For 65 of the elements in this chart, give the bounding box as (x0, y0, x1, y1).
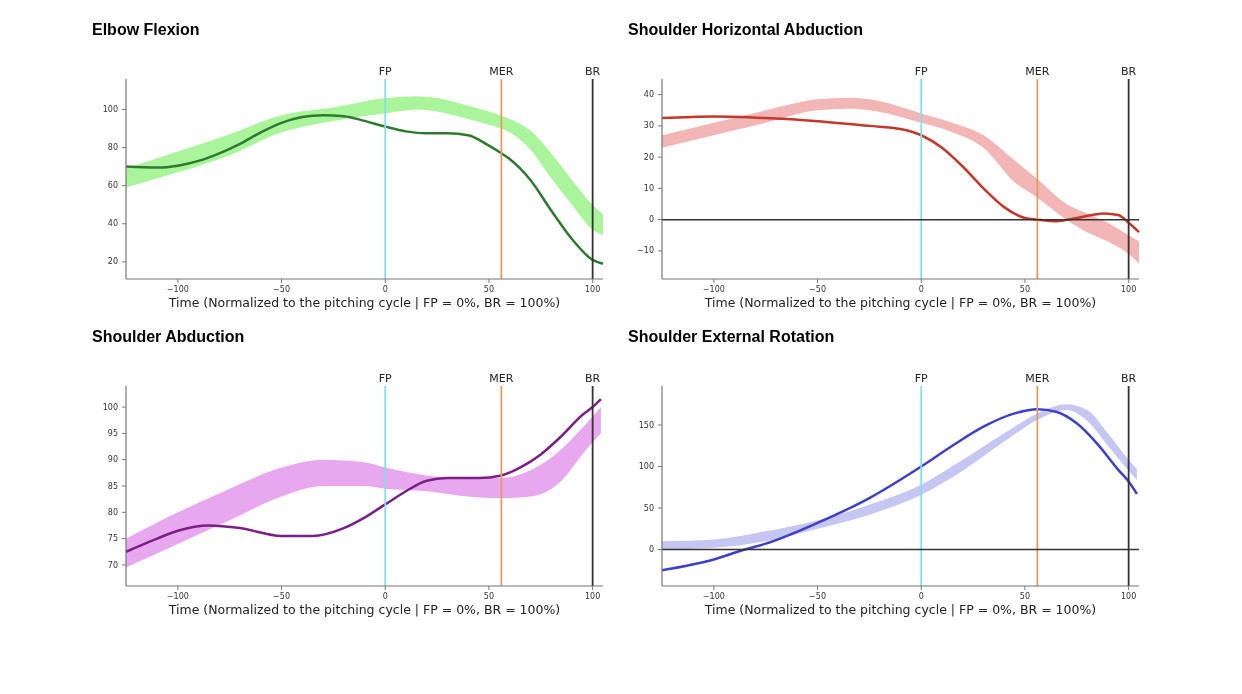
ref-line-label: BR (585, 65, 601, 78)
y-tick-label: 0 (648, 215, 654, 225)
y-tick-label: 85 (107, 481, 118, 491)
x-tick-label: 50 (1019, 592, 1031, 601)
x-tick-label: 100 (584, 592, 601, 601)
y-tick-label: 100 (102, 402, 118, 412)
line-series (660, 115, 1141, 234)
y-tick-label: −10 (637, 246, 654, 256)
ref-line-label: FP (914, 65, 929, 78)
y-tick-label: 70 (107, 560, 118, 570)
chart-title: Elbow Flexion (92, 21, 200, 38)
y-tick-label: 30 (643, 121, 654, 131)
x-tick-label: −50 (273, 592, 290, 601)
line-series (124, 113, 605, 266)
ref-line-label: BR (1121, 372, 1137, 385)
x-tick-label: 0 (918, 592, 924, 601)
y-tick-label: 150 (638, 420, 654, 430)
ref-line-label: MER (489, 65, 514, 78)
y-tick-label: 90 (107, 455, 118, 465)
x-tick-label: 0 (918, 285, 924, 294)
y-tick-label: 40 (643, 90, 654, 100)
ref-line-label: FP (378, 372, 393, 385)
y-tick-label: 80 (107, 143, 118, 153)
x-axis-title: Time (Normalized to the pitching cycle | FP = 0%, BR = 100%) (703, 295, 1097, 310)
x-tick-label: 100 (1120, 285, 1137, 294)
x-tick-label: 0 (382, 592, 388, 601)
ref-line-label: FP (914, 372, 929, 385)
x-tick-label: −50 (273, 285, 290, 294)
x-tick-label: 100 (1120, 592, 1137, 601)
x-tick-label: −100 (702, 592, 725, 601)
x-tick-label: −50 (809, 285, 826, 294)
chart-title: Shoulder Horizontal Abduction (628, 21, 863, 38)
x-tick-label: 50 (483, 285, 495, 294)
x-tick-label: 50 (483, 592, 495, 601)
x-tick-label: 50 (1019, 285, 1031, 294)
ref-line-label: MER (1025, 372, 1050, 385)
y-tick-label: 20 (643, 152, 654, 162)
y-tick-label: 50 (643, 503, 654, 513)
y-tick-label: 0 (648, 545, 654, 555)
ref-line-label: BR (585, 372, 601, 385)
ref-line-label: MER (1025, 65, 1050, 78)
y-tick-label: 75 (107, 534, 118, 544)
x-tick-label: −100 (166, 592, 189, 601)
y-tick-label: 40 (107, 219, 118, 229)
y-tick-label: 100 (638, 462, 654, 472)
ref-line-label: MER (489, 372, 514, 385)
y-tick-label: 20 (107, 257, 118, 267)
x-tick-label: 100 (584, 285, 601, 294)
chart-title: Shoulder External Rotation (628, 328, 835, 345)
x-axis-title: Time (Normalized to the pitching cycle | FP = 0%, BR = 100%) (703, 602, 1097, 617)
x-axis-title: Time (Normalized to the pitching cycle | FP = 0%, BR = 100%) (167, 295, 561, 310)
x-tick-label: −100 (166, 285, 189, 294)
y-tick-label: 100 (102, 105, 118, 115)
chart-title: Shoulder Abduction (92, 328, 245, 345)
ref-line-label: FP (378, 65, 393, 78)
x-tick-label: 0 (382, 285, 388, 294)
y-tick-label: 60 (107, 181, 118, 191)
line-series (660, 407, 1139, 572)
x-axis-title: Time (Normalized to the pitching cycle | FP = 0%, BR = 100%) (167, 602, 561, 617)
ref-line-label: BR (1121, 65, 1137, 78)
x-tick-label: −100 (702, 285, 725, 294)
x-tick-label: −50 (809, 592, 826, 601)
y-tick-label: 95 (107, 428, 118, 438)
y-tick-label: 10 (643, 183, 654, 193)
y-tick-label: 80 (107, 507, 118, 517)
